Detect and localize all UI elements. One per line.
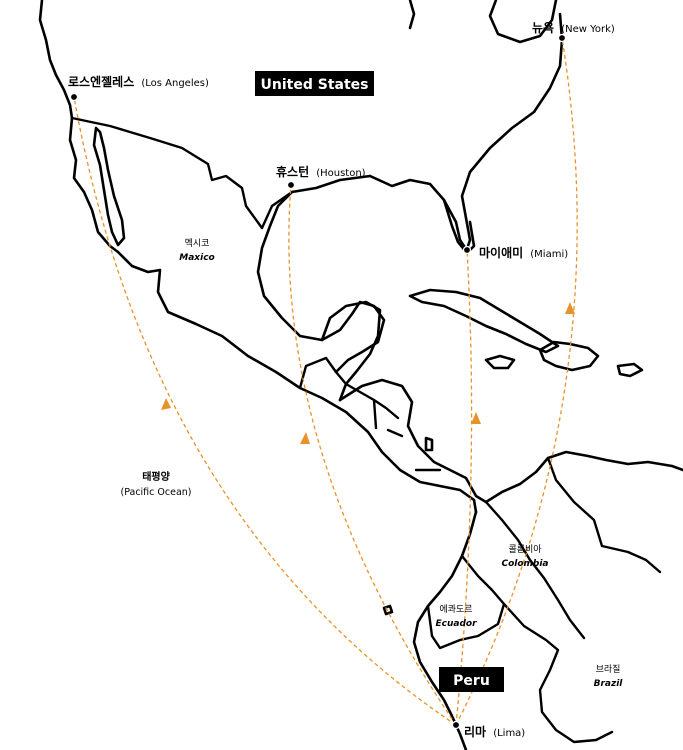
south-america-north-coastline: [484, 450, 683, 504]
miami-label: 마이애미 (Miami): [479, 242, 568, 261]
florida-coastline: [442, 198, 476, 254]
brazil-label-en: Brazil: [594, 679, 624, 689]
lima-label: 리마 (Lima): [464, 721, 525, 740]
ecuador-label-ko: 에콰도르: [439, 604, 472, 615]
los-angeles-label-en: (Los Angeles): [141, 78, 209, 89]
lima-label-en: (Lima): [493, 728, 525, 739]
peru-label: Peru: [453, 673, 490, 689]
route-lima-new-york: [455, 37, 578, 726]
miami-label-ko: 마이애미: [479, 245, 523, 260]
houston-marker: [286, 180, 296, 190]
peru-brazil-border: [502, 602, 614, 744]
houston-label-en: (Houston): [316, 168, 365, 179]
mexico-label-ko: 멕시코: [185, 238, 210, 249]
gulf-coast-coastline: [368, 12, 564, 254]
puerto-rico-coastline: [616, 362, 644, 378]
route-lima-miami: [455, 249, 473, 726]
united-states-label: United States: [261, 77, 369, 93]
lake-nicaragua: [424, 436, 434, 452]
central-america-caribbean-coastline: [338, 378, 488, 504]
us-mexico-border: [70, 116, 294, 230]
new-york-marker: [557, 33, 567, 43]
miami-marker: [462, 245, 472, 255]
los-angeles-label: 로스엔젤레스 (Los Angeles): [68, 71, 209, 90]
borders: [70, 116, 662, 744]
gulf-of-california-coastline: [92, 126, 126, 247]
routes: [73, 37, 578, 726]
texas-coastline: [256, 174, 386, 374]
galapagos-islands: [382, 604, 394, 616]
baja-california-coastline: [68, 116, 120, 254]
los-angeles-marker: [69, 92, 79, 102]
route-lima-los-angeles: [73, 96, 457, 726]
south-america-pacific-coastline: [412, 510, 478, 750]
mexico-label-en: Maxico: [179, 253, 214, 263]
us-west-coastline: [38, 0, 74, 120]
miami-label-en: (Miami): [530, 249, 568, 260]
lima-marker: [451, 720, 461, 730]
pacific-ocean-label-ko: 태평양: [142, 470, 170, 483]
ecuador-peru-border: [426, 554, 506, 650]
colombia-borders: [484, 456, 662, 640]
cuba-coastline: [408, 288, 560, 354]
mexico-guatemala-border: [298, 356, 348, 390]
new-york-label-ko: 뉴욕: [532, 20, 554, 35]
great-lakes-fragment: [488, 0, 558, 44]
united-states-title: United States: [255, 71, 374, 96]
route-arrow-houston: [300, 432, 310, 444]
route-arrow-los-angeles: [161, 398, 171, 410]
los-angeles-label-ko: 로스엔젤레스: [68, 74, 134, 89]
pacific-ocean-label-en: (Pacific Ocean): [120, 487, 191, 498]
jamaica-coastline: [484, 354, 516, 370]
brazil-label-ko: 브라질: [596, 663, 621, 675]
houston-label-ko: 휴스턴: [276, 164, 309, 179]
route-arrow-miami: [471, 412, 481, 424]
lima-label-ko: 리마: [464, 724, 486, 739]
colombia-label-ko: 콜롬비아: [508, 544, 542, 555]
hispaniola-coastline: [538, 340, 600, 372]
city-markers: [69, 33, 567, 730]
ecuador-label-en: Ecuador: [435, 619, 477, 629]
route-lima-houston: [288, 184, 457, 726]
new-york-label: 뉴욕 (New York): [532, 17, 615, 36]
northeast-coast-fragment: [408, 0, 416, 30]
peru-title: Peru: [439, 667, 504, 692]
yucatan-coastline: [320, 300, 382, 402]
houston-label: 휴스턴 (Houston): [276, 161, 366, 180]
central-america-borders: [344, 382, 442, 472]
route-arrow-new-york: [565, 302, 575, 314]
peru-title-box: [439, 667, 504, 692]
colombia-label-en: Colombia: [501, 559, 548, 569]
new-york-label-en: (New York): [561, 24, 615, 35]
united-states-title-box: [255, 71, 374, 96]
coastlines: [38, 0, 683, 750]
